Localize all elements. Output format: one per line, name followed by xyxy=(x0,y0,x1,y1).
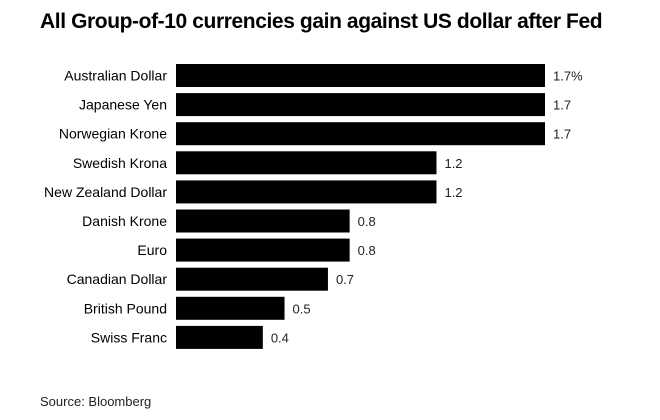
bar xyxy=(176,64,545,87)
bar xyxy=(176,267,328,291)
category-label: Australian Dollar xyxy=(64,68,167,84)
value-label: 0.5 xyxy=(293,301,311,316)
category-label: Swedish Krona xyxy=(73,155,167,171)
bar xyxy=(176,180,437,204)
source-note: Source: Bloomberg xyxy=(40,394,152,409)
bar xyxy=(176,151,437,175)
category-label: British Pound xyxy=(84,300,167,316)
value-label: 0.8 xyxy=(358,243,376,258)
category-label: Canadian Dollar xyxy=(67,271,168,287)
category-label: Swiss Franc xyxy=(91,329,167,345)
category-label: Euro xyxy=(137,242,167,258)
category-label: Danish Krone xyxy=(82,213,167,229)
value-label: 1.7% xyxy=(553,69,583,84)
bar xyxy=(176,93,545,117)
category-label: Norwegian Krone xyxy=(59,126,167,142)
bar xyxy=(176,296,285,320)
bar xyxy=(176,238,350,262)
bar xyxy=(176,209,350,233)
value-label: 1.7 xyxy=(553,98,571,113)
value-label: 0.7 xyxy=(336,272,354,287)
value-label: 0.4 xyxy=(271,330,289,345)
category-label: Japanese Yen xyxy=(79,97,167,113)
value-label: 1.2 xyxy=(444,156,462,171)
value-label: 0.8 xyxy=(358,214,376,229)
chart-title: All Group-of-10 currencies gain against … xyxy=(40,10,603,33)
value-label: 1.7 xyxy=(553,127,571,142)
category-label: New Zealand Dollar xyxy=(44,184,167,200)
value-label: 1.2 xyxy=(444,185,462,200)
bar xyxy=(176,122,545,146)
bar xyxy=(176,325,263,349)
